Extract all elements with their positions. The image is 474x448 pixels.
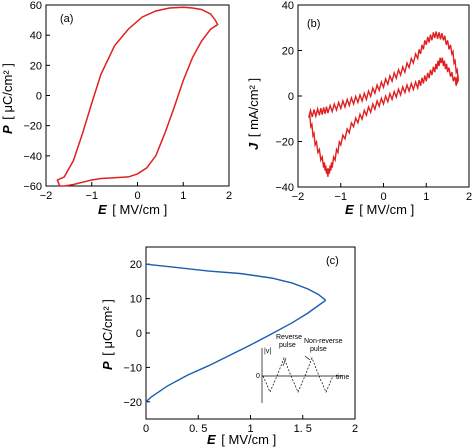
x-tick-label-a-1: −1 (85, 190, 98, 202)
y-tick-label-b-0: 40 (282, 0, 294, 12)
x-tick-label-a-3: 1 (180, 190, 186, 202)
y-tick-label-c-4: −20 (123, 397, 142, 409)
x-axis-label-b: E [ MV/cm ] (345, 202, 414, 217)
pulse-sequence-inset: Reverse pulse Non-reverse pulse |v| 0 ti… (256, 334, 349, 403)
x-tick-label-c-1: 0. 5 (189, 423, 207, 435)
x-axis-label-c: E [ MV/cm ] (207, 432, 276, 447)
y-unit-a: [ μC/cm² ] (0, 63, 15, 120)
inset-time-label: time (336, 374, 349, 381)
y-axis-label-b: J [ mA/cm² ] (246, 78, 261, 150)
y-tick-label-a-2: 20 (30, 60, 42, 72)
hysteresis-loop-a (56, 6, 219, 187)
x-tick-label-b-1: −1 (334, 191, 347, 203)
y-axis-label-a: P [ μC/cm² ] (0, 63, 15, 134)
y-tick-label-a-3: 0 (36, 91, 42, 103)
y-unit-b: [ mA/cm² ] (246, 78, 261, 137)
x-tick-label-c-4: 2 (352, 423, 358, 435)
x-var-c: E (207, 432, 216, 447)
plot-frame-b (297, 4, 470, 188)
x-tick-label-a-0: −2 (40, 190, 53, 202)
plot-frame-c (145, 246, 356, 420)
y-tick-label-c-2: 0 (136, 328, 142, 340)
x-tick-label-a-4: 2 (226, 190, 232, 202)
y-axis-label-c: P [ μC/cm² ] (100, 299, 115, 370)
y-tick-label-a-0: 60 (30, 0, 42, 12)
x-tick-label-b-0: −2 (292, 191, 305, 203)
y-var-c: P (100, 361, 115, 370)
y-tick-label-b-4: −40 (275, 182, 294, 194)
x-tick-label-b-3: 1 (423, 191, 429, 203)
inset-reverse-label: Reverse (276, 334, 302, 341)
x-unit-a: [ MV/cm ] (112, 202, 167, 217)
y-tick-label-c-1: 10 (130, 294, 142, 306)
x-unit-c: [ MV/cm ] (221, 432, 276, 447)
y-tick-label-a-6: −60 (23, 181, 42, 193)
reverse-pointer (282, 357, 287, 367)
x-tick-label-b-2: 0 (380, 191, 386, 203)
inset-nonreverse-label: Non-reverse (304, 338, 343, 345)
x-var-a: E (98, 202, 107, 217)
inset-zero-label: 0 (256, 373, 260, 380)
nonreverse-pointer (304, 355, 311, 361)
y-tick-label-c-0: 20 (130, 259, 142, 271)
y-tick-label-c-3: −10 (123, 362, 142, 374)
x-tick-label-b-4: 2 (466, 191, 472, 203)
y-tick-label-a-1: 40 (30, 30, 42, 42)
inset-v-label: |v| (264, 348, 271, 355)
x-axis-label-a: E [ MV/cm ] (98, 202, 167, 217)
panel-label-b: (b) (307, 18, 320, 30)
panel-b: −2 −1 0 1 2 40 20 0 −20 −40 (b) E [ MV/cm ] J [ m… (246, 0, 472, 217)
y-tick-label-a-5: −40 (23, 151, 42, 163)
y-tick-label-b-2: 0 (288, 91, 294, 103)
x-unit-b: [ MV/cm ] (359, 202, 414, 217)
x-var-b: E (345, 202, 354, 217)
inset-nonreverse-label-2: pulse (310, 346, 327, 353)
x-tick-label-a-2: 0 (134, 190, 140, 202)
x-tick-label-c-0: 0 (143, 423, 149, 435)
y-tick-label-a-4: −20 (23, 121, 42, 133)
y-tick-label-b-3: −20 (275, 137, 294, 149)
y-unit-c: [ μC/cm² ] (100, 299, 115, 356)
current-loop-b (308, 31, 459, 177)
x-tick-label-c-2: 1 (247, 423, 253, 435)
y-tick-label-b-1: 20 (282, 46, 294, 58)
y-var-a: P (0, 125, 15, 134)
inset-reverse-label-2: pulse (279, 342, 296, 349)
upper-branch-c (145, 263, 327, 301)
panel-label-a: (a) (60, 13, 73, 25)
lower-branch-c (145, 299, 327, 403)
panel-c: 0 0. 5 1 1. 5 2 20 10 0 −10 −20 (c) E [ MV/cm ] P… (100, 246, 358, 447)
inset-waveform (262, 357, 334, 393)
y-var-b: J (246, 142, 261, 150)
panel-label-c: (c) (326, 255, 339, 267)
x-tick-label-c-3: 1. 5 (294, 423, 312, 435)
